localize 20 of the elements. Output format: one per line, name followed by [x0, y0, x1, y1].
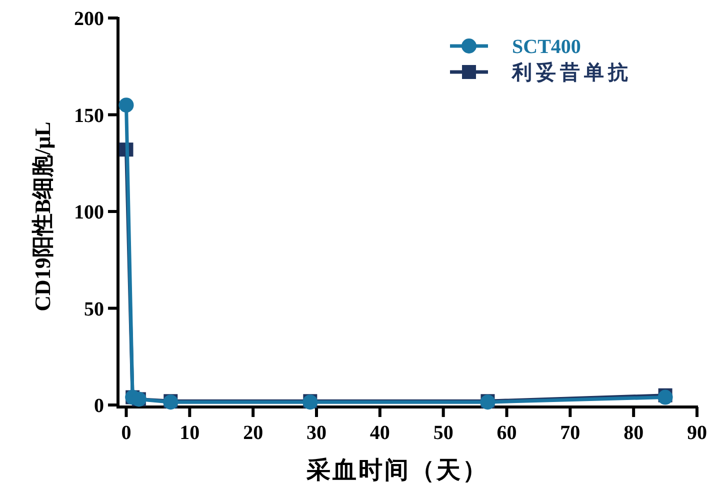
- x-tick-label: 70: [560, 422, 580, 444]
- y-tick-label: 50: [84, 298, 104, 320]
- y-tick-label: 150: [74, 104, 104, 127]
- x-tick-label: 30: [306, 422, 326, 444]
- x-tick-label: 60: [496, 422, 517, 444]
- legend-label: 利妥昔单抗: [511, 61, 632, 84]
- y-tick-label: 0: [94, 395, 104, 417]
- y-tick-label: 100: [74, 202, 104, 224]
- x-axis-title: 采血时间（天）: [306, 457, 488, 484]
- x-tick-label: 40: [370, 422, 390, 444]
- legend-label: SCT400: [512, 36, 581, 58]
- x-tick-label: 10: [180, 422, 200, 444]
- x-tick-label: 80: [624, 422, 644, 444]
- x-tick-label: 0: [121, 422, 132, 444]
- y-axis-title: CD19阳性B细胞/μL: [30, 122, 55, 312]
- x-tick-label: 50: [433, 422, 454, 444]
- point: [118, 98, 134, 113]
- x-tick-label: 90: [687, 422, 707, 444]
- y-tick-label: 200: [74, 8, 104, 30]
- x-tick-label: 20: [243, 422, 264, 444]
